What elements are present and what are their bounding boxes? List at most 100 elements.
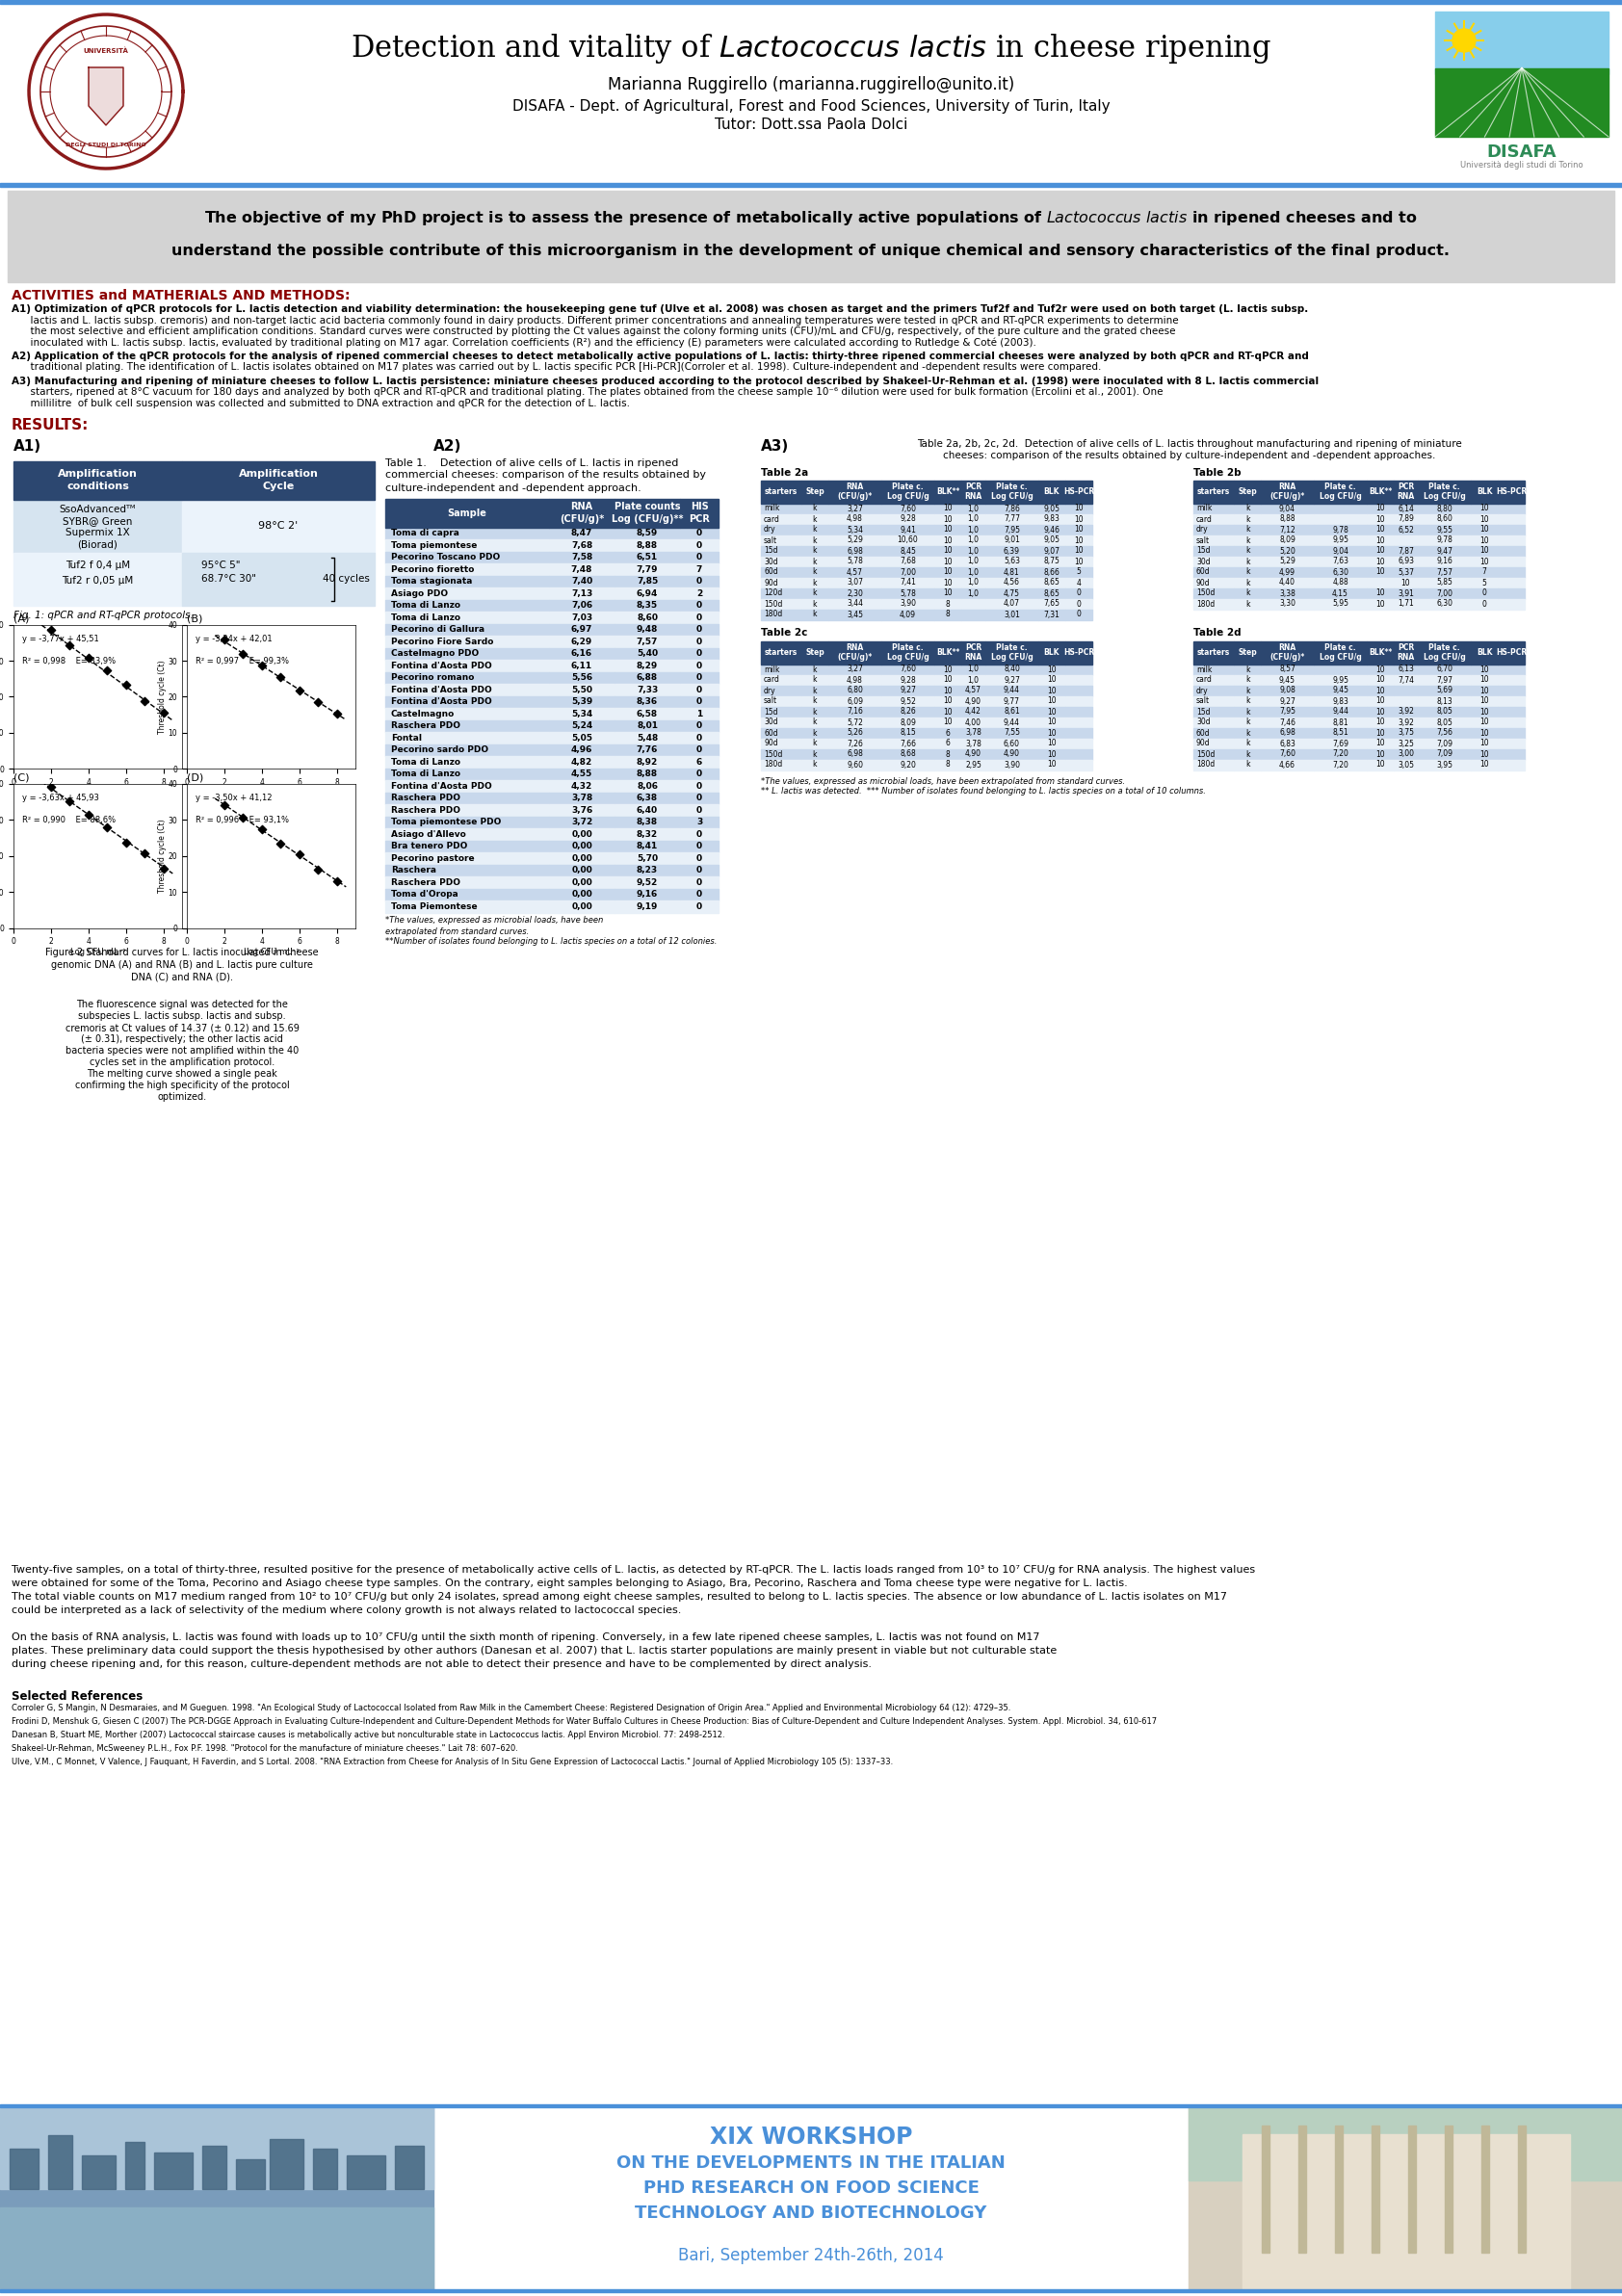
Text: SYBR@ Green: SYBR@ Green xyxy=(63,517,133,526)
Bar xyxy=(985,576,1038,588)
Bar xyxy=(386,625,548,636)
Text: 7,68: 7,68 xyxy=(571,542,592,549)
Text: 10: 10 xyxy=(1048,751,1056,758)
Text: RNA
(CFU/g)*: RNA (CFU/g)* xyxy=(1270,643,1304,661)
Text: 4,96: 4,96 xyxy=(571,746,592,755)
Text: 60d: 60d xyxy=(764,728,779,737)
Text: 4,90: 4,90 xyxy=(1004,751,1020,758)
Text: starters, ripened at 8°C vacuum for 180 days and analyzed by both qPCR and RT-qP: starters, ripened at 8°C vacuum for 180 … xyxy=(11,388,1163,397)
Text: 10: 10 xyxy=(1479,514,1489,523)
Text: plates. These preliminary data could support the thesis hypothesised by other au: plates. These preliminary data could sup… xyxy=(11,1646,1058,1655)
Bar xyxy=(985,707,1038,716)
Text: 5,69: 5,69 xyxy=(1435,687,1452,696)
Text: inoculated with L. lactis subsp. lactis, evaluated by traditional plating on M17: inoculated with L. lactis subsp. lactis,… xyxy=(11,338,1036,347)
Bar xyxy=(203,2144,227,2188)
Text: 3,07: 3,07 xyxy=(847,579,863,588)
Text: 5,70: 5,70 xyxy=(636,854,659,863)
Text: card: card xyxy=(1197,514,1213,523)
Bar xyxy=(1066,748,1092,760)
Bar xyxy=(1194,480,1525,608)
Text: 1,0: 1,0 xyxy=(967,526,980,535)
Text: 3,05: 3,05 xyxy=(1398,760,1414,769)
Point xyxy=(57,627,83,664)
Bar xyxy=(386,781,548,792)
Text: Step: Step xyxy=(1238,647,1257,657)
Text: 7,66: 7,66 xyxy=(900,739,916,748)
Text: Tutor: Dott.ssa Paola Dolci: Tutor: Dott.ssa Paola Dolci xyxy=(715,117,907,133)
Bar xyxy=(1194,514,1234,523)
Bar xyxy=(934,696,962,707)
Bar xyxy=(934,503,962,514)
Bar xyxy=(1367,523,1393,535)
Bar xyxy=(1194,523,1234,535)
Bar xyxy=(680,540,719,551)
Bar xyxy=(801,716,829,728)
Text: 8,40: 8,40 xyxy=(1004,666,1020,673)
Text: 9,08: 9,08 xyxy=(1280,687,1296,696)
Bar xyxy=(1066,535,1092,546)
Text: Pecorino sardo PDO: Pecorino sardo PDO xyxy=(391,746,488,755)
Text: 9,52: 9,52 xyxy=(636,877,659,886)
Bar xyxy=(985,696,1038,707)
Bar xyxy=(962,599,985,608)
Text: 10: 10 xyxy=(942,535,952,544)
Bar xyxy=(1471,576,1497,588)
Bar xyxy=(1367,716,1393,728)
Text: 6,30: 6,30 xyxy=(1332,567,1348,576)
Bar xyxy=(615,636,680,647)
Text: BLK**: BLK** xyxy=(1369,647,1392,657)
X-axis label: Log CFU mL⁻¹: Log CFU mL⁻¹ xyxy=(70,948,125,955)
Bar xyxy=(985,641,1038,664)
Text: card: card xyxy=(764,514,780,523)
Text: 0: 0 xyxy=(696,746,702,755)
Text: The objective of my PhD project is to assess the presence of metabolically activ: The objective of my PhD project is to as… xyxy=(204,209,1418,227)
Text: 4,98: 4,98 xyxy=(847,514,863,523)
Bar xyxy=(1066,556,1092,567)
Bar xyxy=(1471,716,1497,728)
Text: Plate c.
Log CFU/g: Plate c. Log CFU/g xyxy=(1422,482,1465,501)
Bar xyxy=(615,625,680,636)
Text: k: k xyxy=(813,535,817,544)
Bar xyxy=(1418,523,1471,535)
Bar xyxy=(386,840,548,852)
Bar xyxy=(1418,556,1471,567)
Text: 10: 10 xyxy=(1375,696,1385,705)
Bar xyxy=(1497,588,1525,599)
Text: Raschera PDO: Raschera PDO xyxy=(391,721,461,730)
Bar xyxy=(680,576,719,588)
Bar xyxy=(386,755,548,769)
Text: 6: 6 xyxy=(696,758,702,767)
Bar xyxy=(0,2105,1622,2291)
Bar xyxy=(1194,760,1234,769)
Text: 7,63: 7,63 xyxy=(1332,558,1348,565)
Text: 10: 10 xyxy=(1375,675,1385,684)
Bar xyxy=(761,480,1092,620)
Text: during cheese ripening and, for this reason, culture-dependent methods are not a: during cheese ripening and, for this rea… xyxy=(11,1660,871,1669)
Bar xyxy=(49,2135,73,2188)
Text: 7,86: 7,86 xyxy=(1004,505,1020,512)
Text: 8,57: 8,57 xyxy=(1280,666,1296,673)
Text: Toma piemontese PDO: Toma piemontese PDO xyxy=(391,817,501,827)
Bar xyxy=(1314,760,1367,769)
Text: BLK: BLK xyxy=(1045,647,1059,657)
Text: 90d: 90d xyxy=(764,579,779,588)
Bar xyxy=(1066,588,1092,599)
Text: 6,94: 6,94 xyxy=(636,590,659,597)
Bar xyxy=(1194,716,1234,728)
Bar xyxy=(962,556,985,567)
Bar xyxy=(680,815,719,829)
Bar xyxy=(1497,514,1525,523)
Text: k: k xyxy=(813,546,817,556)
Bar xyxy=(801,664,829,675)
Text: 10: 10 xyxy=(1048,666,1056,673)
Bar xyxy=(1393,716,1418,728)
Bar xyxy=(386,721,548,732)
Text: Pecorino fioretto: Pecorino fioretto xyxy=(391,565,474,574)
Bar xyxy=(615,498,680,528)
Text: cheeses: comparison of the results obtained by culture-independent and -dependen: cheeses: comparison of the results obtai… xyxy=(942,452,1435,461)
Text: Table 2d: Table 2d xyxy=(1194,629,1241,638)
Text: k: k xyxy=(813,526,817,535)
Bar xyxy=(1038,599,1066,608)
Text: k: k xyxy=(1246,707,1249,716)
Text: Plate c.
Log CFU/g: Plate c. Log CFU/g xyxy=(887,643,929,661)
